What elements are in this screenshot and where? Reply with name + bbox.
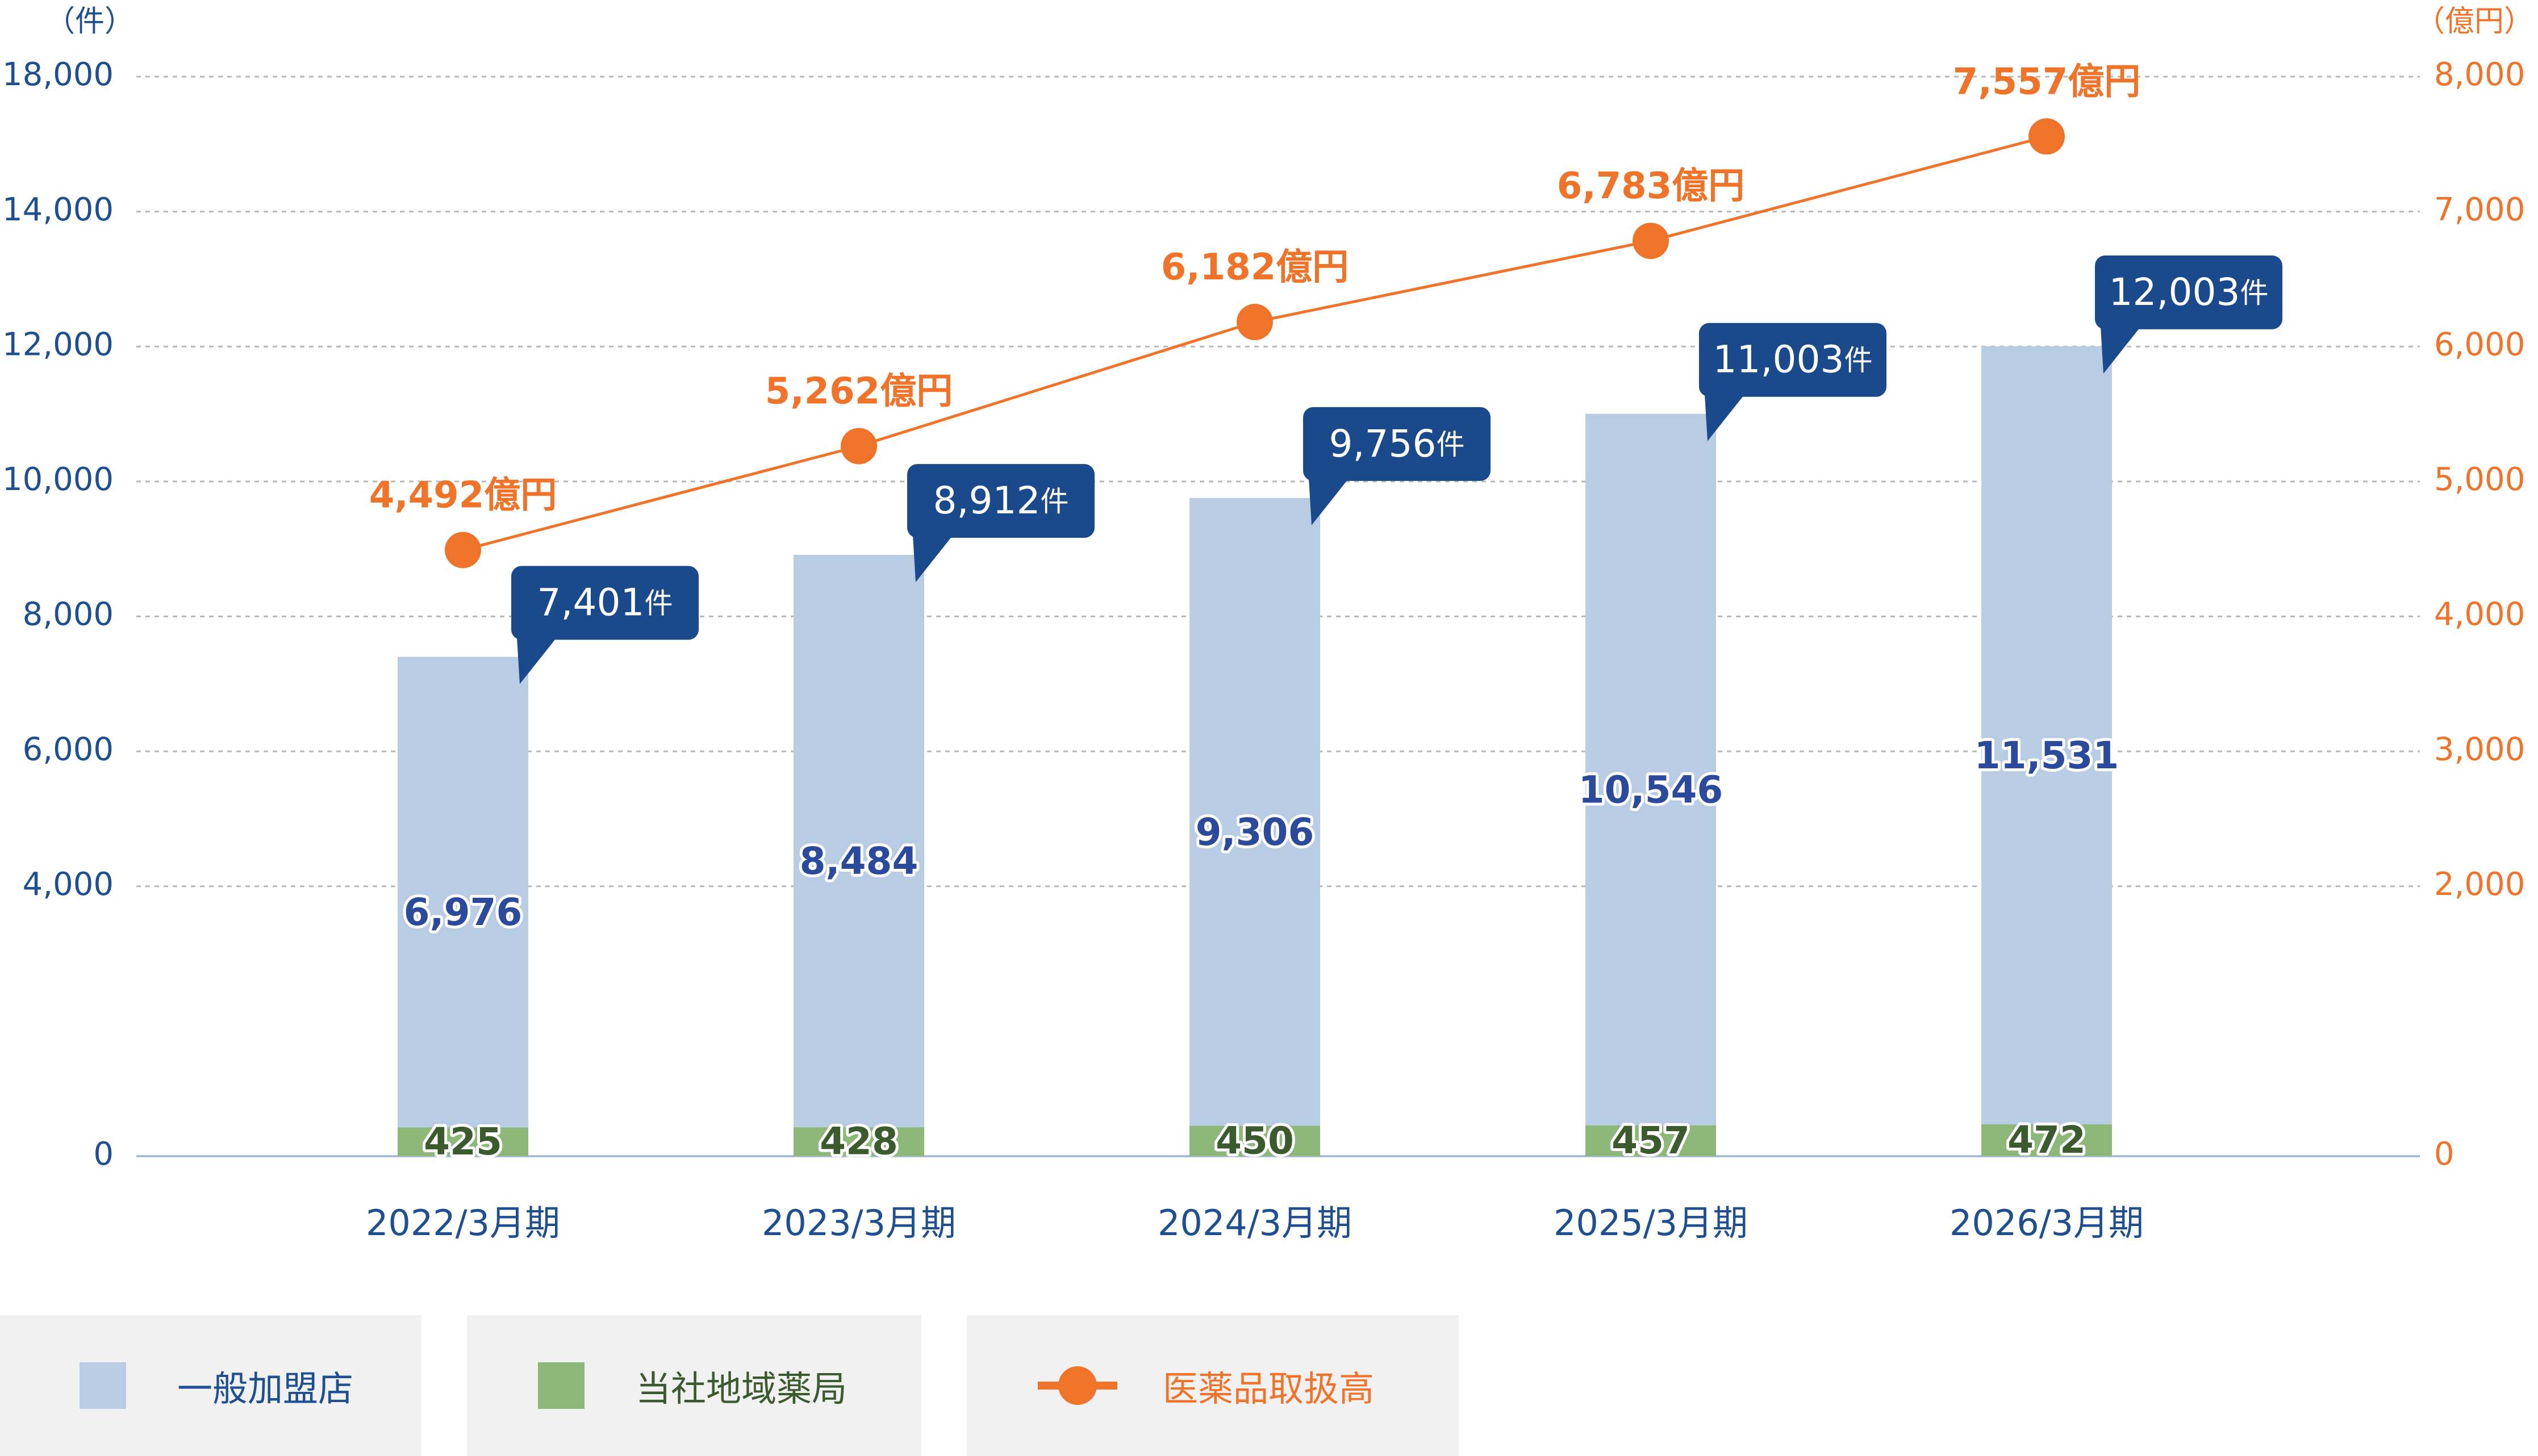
right-tick-label: 0 xyxy=(2434,1136,2454,1173)
callout-label: 12,003件 xyxy=(2109,270,2269,314)
legend-swatch-general xyxy=(80,1362,126,1409)
line-series: 4,492億円 5,262億円 6,182億円 6,783億円 7,557億円 xyxy=(369,61,2140,568)
callout-label: 11,003件 xyxy=(1713,338,1873,382)
bars xyxy=(398,346,2112,1156)
legend-item-own: 当社地域薬局 xyxy=(467,1315,921,1456)
category-label: 2023/3月期 xyxy=(762,1202,956,1244)
legend-line-dot-icon xyxy=(1038,1366,1117,1405)
callout-tail xyxy=(517,637,557,684)
right-tick-label: 4,000 xyxy=(2434,596,2525,633)
line-point-label: 6,783億円 xyxy=(1557,165,1744,207)
category-label: 2025/3月期 xyxy=(1554,1202,1748,1244)
callout-bubble xyxy=(1303,407,1491,481)
category-label: 2026/3月期 xyxy=(1950,1202,2144,1244)
chart: 0 4,000 6,000 8,000 10,000 12,000 14,000 18,000… xyxy=(2,5,2533,1244)
line-point-label: 5,262億円 xyxy=(765,371,953,413)
left-axis-ticks: 0 4,000 6,000 8,000 10,000 12,000 14,000 18,000 xyxy=(2,56,114,1173)
bar-general xyxy=(398,656,528,1128)
line-point xyxy=(445,532,481,568)
total-callout: 7,401件 xyxy=(511,566,699,684)
right-tick-label: 3,000 xyxy=(2434,731,2525,768)
right-tick-label: 2,000 xyxy=(2434,866,2525,903)
line-point-label: 6,182億円 xyxy=(1161,246,1349,288)
left-tick-label: 18,000 xyxy=(2,56,114,93)
right-tick-label: 8,000 xyxy=(2434,56,2525,93)
bar-general xyxy=(1189,497,1320,1126)
bar-own xyxy=(1189,1126,1320,1156)
left-tick-label: 4,000 xyxy=(23,866,114,903)
category-label: 2022/3月期 xyxy=(366,1202,560,1244)
callout-tail xyxy=(1705,394,1744,441)
bar-own xyxy=(1981,1124,2112,1156)
bar-general-label: 9,306 xyxy=(1196,810,1314,854)
bar-own-label: 425 xyxy=(424,1120,502,1164)
callout-label: 9,756件 xyxy=(1329,422,1465,466)
legend-label-own: 当社地域薬局 xyxy=(636,1368,848,1409)
right-tick-label: 5,000 xyxy=(2434,461,2525,498)
callout-tail xyxy=(913,535,953,583)
bar-own-label: 457 xyxy=(1612,1119,1690,1162)
callout-tail xyxy=(2101,327,2140,374)
line-point xyxy=(1633,223,1669,260)
bar-own xyxy=(1585,1125,1716,1156)
line-point xyxy=(1237,304,1273,341)
bar-general-label: 11,531 xyxy=(1975,734,2119,777)
total-callout: 9,756件 xyxy=(1303,407,1491,525)
callout-bubble xyxy=(907,464,1095,538)
callout-bubble xyxy=(1699,323,1886,397)
legend-item-general: 一般加盟店 xyxy=(0,1315,421,1456)
callout-bubble xyxy=(511,566,699,640)
line-point-label: 4,492億円 xyxy=(369,475,557,517)
callout-bubble xyxy=(2095,255,2282,329)
bar-general-label: 6,976 xyxy=(404,890,523,934)
bar-own-label: 428 xyxy=(820,1120,898,1164)
bar-general xyxy=(1981,346,2112,1124)
callout-label: 7,401件 xyxy=(537,581,673,625)
left-tick-label: 6,000 xyxy=(23,731,114,768)
right-axis-unit: （億円） xyxy=(2415,5,2533,39)
bar-general-label: 8,484 xyxy=(800,839,919,883)
line-point xyxy=(841,428,877,465)
right-tick-label: 7,000 xyxy=(2434,191,2525,228)
callout-tail xyxy=(1309,478,1349,525)
callout-label: 8,912件 xyxy=(933,479,1069,522)
line-point xyxy=(2028,118,2065,155)
bar-own-label: 450 xyxy=(1216,1119,1294,1162)
total-callout: 8,912件 xyxy=(907,464,1095,583)
legend-label-general: 一般加盟店 xyxy=(177,1368,354,1409)
left-tick-label: 0 xyxy=(93,1136,114,1173)
bar-labels: 6,976 425 8,484 428 9,306 450 10,546 457 11,531 4… xyxy=(401,731,2122,1166)
left-tick-label: 10,000 xyxy=(2,461,114,498)
left-tick-label: 8,000 xyxy=(23,596,114,633)
left-tick-label: 14,000 xyxy=(2,191,114,228)
category-label: 2024/3月期 xyxy=(1158,1202,1352,1244)
left-tick-label: 12,000 xyxy=(2,326,114,363)
bar-general-label: 10,546 xyxy=(1579,768,1723,811)
legend-item-sales: 医薬品取扱高 xyxy=(967,1315,1459,1456)
category-labels: 2022/3月期 2023/3月期 2024/3月期 2025/3月期 2026/3月期 xyxy=(366,1202,2144,1244)
bar-general xyxy=(794,555,924,1128)
bar-general xyxy=(1585,413,1716,1126)
left-axis-unit: （件） xyxy=(45,5,134,39)
total-callout: 11,003件 xyxy=(1699,323,1886,441)
right-tick-label: 6,000 xyxy=(2434,326,2525,363)
total-callout: 12,003件 xyxy=(2095,255,2282,374)
right-axis-ticks: 0 2,000 3,000 4,000 5,000 6,000 7,000 8,000 xyxy=(2434,56,2525,1173)
bar-own-label: 472 xyxy=(2007,1118,2086,1162)
line-point-label: 7,557億円 xyxy=(1953,61,2140,103)
total-callouts: 7,401件 8,912件 9,756件 11,003件 12,003件 xyxy=(511,255,2282,684)
legend-label-sales: 医薬品取扱高 xyxy=(1163,1368,1375,1409)
bar-own xyxy=(794,1127,924,1156)
bar-own xyxy=(398,1127,528,1156)
legend-swatch-own xyxy=(538,1362,585,1409)
